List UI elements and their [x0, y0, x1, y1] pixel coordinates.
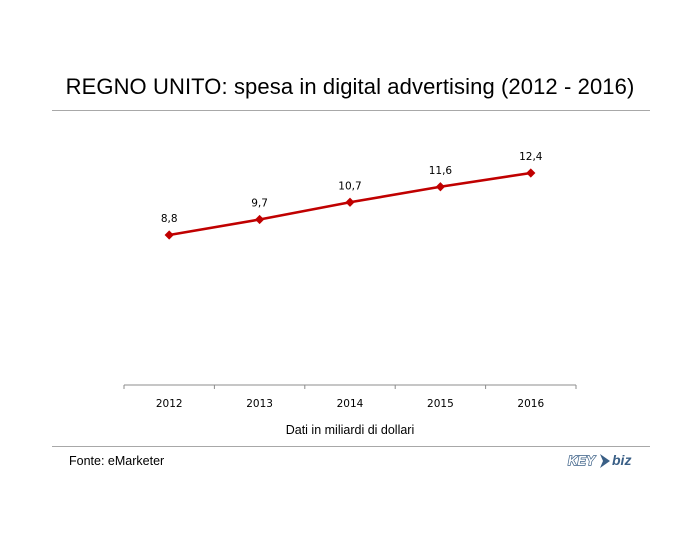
x-tick-label: 2012 [156, 398, 183, 410]
svg-text:KEY: KEY [568, 454, 596, 468]
line-chart: 2012 2013 2014 2015 2016 8,8 9,7 10,7 11,6 12,4 [123, 151, 577, 410]
footer-divider [52, 446, 650, 447]
data-label: 11,6 [429, 165, 453, 177]
x-axis: 2012 2013 2014 2015 2016 [123, 384, 577, 410]
data-label: 8,8 [161, 213, 178, 225]
x-tick-label: 2014 [337, 398, 364, 410]
x-tick-label: 2016 [517, 398, 544, 410]
data-point-marker [255, 214, 265, 225]
data-label-layer: 8,8 9,7 10,7 11,6 12,4 [161, 151, 543, 225]
x-tick-label: 2013 [246, 398, 273, 410]
data-label: 9,7 [251, 198, 268, 210]
series-layer [164, 168, 536, 240]
chart-title: REGNO UNITO: spesa in digital advertisin… [65, 74, 635, 99]
title-divider [52, 110, 650, 111]
x-axis-label: Dati in miliardi di dollari [285, 423, 415, 437]
source-note: Fonte: eMarketer [69, 454, 165, 468]
data-point-marker [345, 197, 355, 207]
data-label: 12,4 [519, 151, 543, 163]
data-point-marker [164, 230, 174, 240]
svg-text:biz: biz [612, 452, 631, 468]
data-label: 10,7 [338, 180, 361, 192]
data-point-marker [526, 168, 536, 178]
data-point-marker [435, 182, 445, 192]
x-tick-label: 2015 [427, 398, 454, 410]
key4biz-logo: KEY biz [567, 452, 631, 469]
